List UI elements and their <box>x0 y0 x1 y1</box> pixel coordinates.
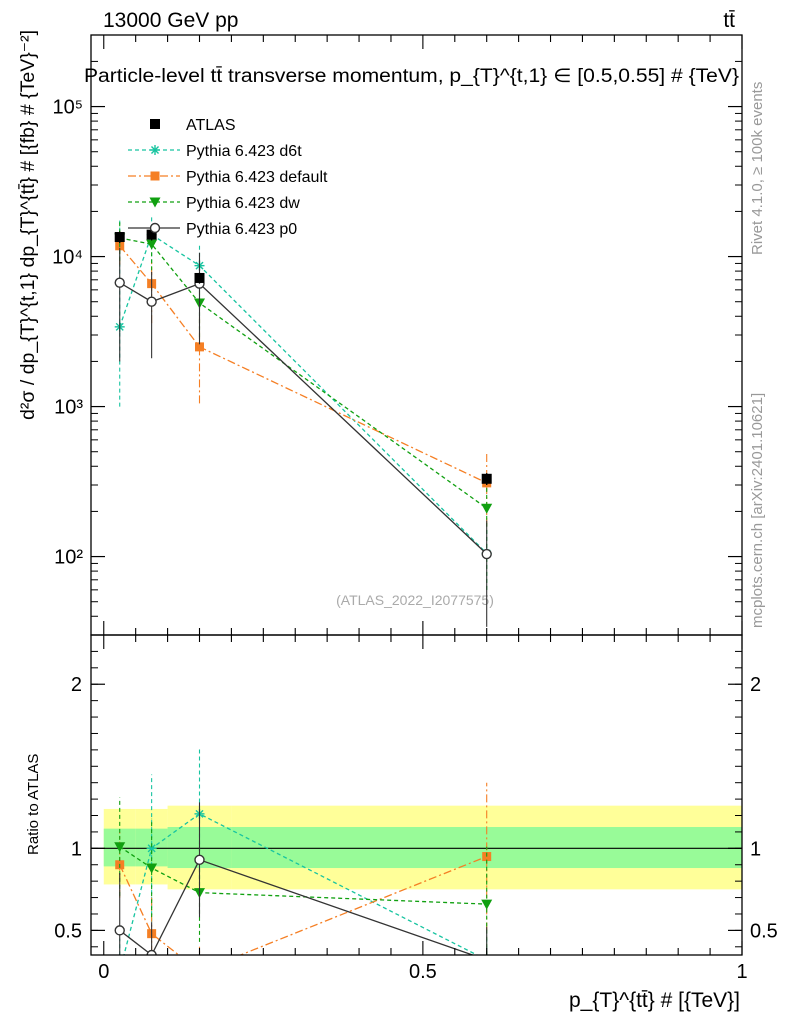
xtick-label: 0.5 <box>409 961 437 983</box>
ratio-point-d6t-stroke <box>116 968 123 975</box>
atlas-point <box>481 473 492 484</box>
energy-label: 13000 GeV pp <box>103 9 238 32</box>
ratio-point-p0-shape <box>146 949 157 955</box>
main-ytick-label: 10⁵ <box>52 97 83 119</box>
ratio-point-p0 <box>114 925 125 936</box>
atlas-point <box>194 272 205 283</box>
ratio-point-p0 <box>485 954 489 955</box>
ratio-point-d6t-stroke <box>483 956 490 963</box>
series-line-dw <box>119 237 488 509</box>
xtick-label: 1 <box>736 961 747 983</box>
series-point-default-shape <box>195 342 204 352</box>
series-line-d6t <box>119 233 488 554</box>
ratio-point-dw <box>114 842 126 853</box>
ratio-point-p0-shape <box>485 954 489 955</box>
legend-label-default: Pythia 6.423 default <box>186 169 328 186</box>
series-line-p0 <box>119 282 488 555</box>
legend-marker-dw-shape <box>149 197 161 208</box>
ratio-ytick-label-right: 2 <box>750 674 761 696</box>
ratio-line-dw <box>119 846 487 905</box>
ratio-line-p0 <box>119 859 475 955</box>
ratio-point-dw <box>481 899 493 910</box>
main-ytick-label: 10³ <box>54 397 83 419</box>
series-point-default <box>195 342 204 352</box>
series-point-p0 <box>146 296 157 307</box>
ratio-point-p0 <box>194 854 205 866</box>
atlas-point <box>114 232 125 243</box>
series-point-p0-shape <box>114 277 125 288</box>
ratio-point-default-shape <box>195 967 204 976</box>
ratio-point-dw <box>146 863 158 874</box>
ratio-point-p0 <box>146 949 157 955</box>
series-point-p0-shape <box>146 296 157 307</box>
legend-marker-d6t <box>150 145 160 155</box>
ratio-point-p0-shape <box>194 854 205 866</box>
x-axis-label: p_{T}^{tt̄} # [{TeV}] <box>569 989 740 1012</box>
main-ytick-label: 10² <box>54 547 83 569</box>
plot-title: Particle-level tt̄ transverse momentum, … <box>84 66 739 87</box>
main-ylabel: d²σ / dp_{T}^{t,1} dp_{T}^{tt̄} # [{fb} … <box>18 30 39 420</box>
ratio-point-d6t-stroke <box>116 968 123 975</box>
mcplots-label: mcplots.cern.ch [arXiv:2401.10621] <box>749 393 766 628</box>
ratio-series <box>114 748 493 976</box>
legend-marker-atlas <box>150 119 160 129</box>
ratio-point-dw-shape <box>481 899 493 910</box>
process-label: tt̄ <box>723 9 735 32</box>
legend-marker-default-shape <box>150 171 160 181</box>
ratio-line-d6t <box>123 813 479 955</box>
xtick-label: 0 <box>98 961 109 983</box>
legend-label-dw: Pythia 6.423 dw <box>186 195 300 212</box>
legend-label-atlas: ATLAS <box>186 117 236 134</box>
series-point-dw-shape <box>146 239 158 250</box>
legend-label-d6t: Pythia 6.423 d6t <box>186 143 302 160</box>
legend-marker-dw <box>149 197 161 208</box>
legend-marker-p0-shape <box>149 222 161 234</box>
ratio-ytick-label-right: 0.5 <box>750 920 778 942</box>
main-ytick-label: 10⁴ <box>52 247 83 269</box>
legend-marker-p0 <box>149 222 161 234</box>
ratio-point-p0-shape <box>114 925 125 936</box>
analysis-watermark: (ATLAS_2022_I2077575) <box>336 592 494 608</box>
series-point-p0 <box>481 548 492 560</box>
ratio-ytick-label: 2 <box>71 674 82 696</box>
series-point-dw <box>146 239 158 250</box>
ratio-point-d6t <box>483 954 490 963</box>
series-point-p0-shape <box>481 548 492 560</box>
ratio-point-dw-shape <box>114 842 126 853</box>
series-point-dw <box>481 503 493 514</box>
ratio-point-d6t-stroke <box>483 956 490 963</box>
ratio-ytick-label: 1 <box>71 838 82 860</box>
ratio-point-d6t-stroke <box>147 844 156 853</box>
atlas-point <box>146 229 157 240</box>
legend-label-p0: Pythia 6.423 p0 <box>186 221 297 238</box>
legend-marker-default <box>150 171 160 181</box>
legend: ATLAS Pythia 6.423 d6t Pythia 6.423 defaul… <box>128 117 328 238</box>
ratio-bands <box>91 805 742 890</box>
ratio-line-default <box>119 855 487 955</box>
ratio-point-dw-shape <box>146 863 158 874</box>
ratio-ytick-label: 0.5 <box>54 920 82 942</box>
ratio-point-default <box>195 967 204 976</box>
series-point-p0 <box>114 277 125 288</box>
ratio-ylabel: Ratio to ATLAS <box>25 754 42 855</box>
ratio-panel-frame <box>90 634 743 956</box>
main-series <box>114 214 493 627</box>
ratio-ytick-label-right: 1 <box>750 838 761 860</box>
series-point-dw-shape <box>481 503 493 514</box>
series-line-default <box>119 245 487 484</box>
ratio-point-d6t <box>115 966 125 976</box>
legend-marker-d6t-stroke <box>150 145 160 155</box>
rivet-version-label: Rivet 4.1.0, ≥ 100k events <box>749 82 766 255</box>
